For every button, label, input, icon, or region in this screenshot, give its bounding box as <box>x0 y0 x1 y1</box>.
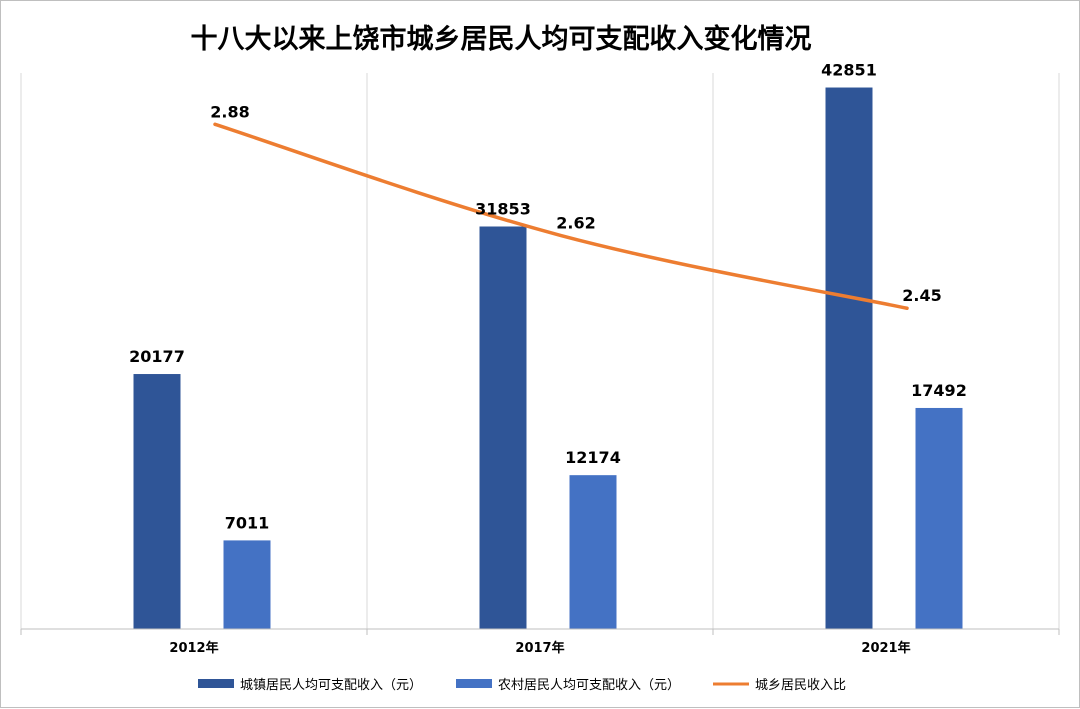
data-label-ratio: 2.45 <box>902 286 941 305</box>
data-label-bar-rural: 12174 <box>565 448 621 467</box>
legend-label: 农村居民人均可支配收入（元） <box>498 678 680 693</box>
legend: 城镇居民人均可支配收入（元） 农村居民人均可支配收入（元） 城乡居民收入比 <box>198 678 846 693</box>
bar-urban <box>479 226 527 630</box>
legend-item-rural: 农村居民人均可支配收入（元） <box>456 678 680 693</box>
legend-item-ratio: 城乡居民收入比 <box>713 678 846 693</box>
data-label-bar-urban: 42851 <box>821 61 877 80</box>
data-label-ratio: 2.88 <box>210 102 249 121</box>
legend-swatch <box>198 679 234 688</box>
legend-label: 城乡居民收入比 <box>755 678 846 693</box>
ratio-point <box>905 306 909 310</box>
data-label-bar-urban: 31853 <box>475 199 531 218</box>
legend-label: 城镇居民人均可支配收入（元） <box>240 678 422 693</box>
data-label-bar-urban: 20177 <box>129 347 185 366</box>
bars <box>133 87 963 630</box>
x-axis: 2012年 2017年 2021年 <box>20 628 1060 656</box>
x-tick-label: 2021年 <box>861 640 910 656</box>
chart-title: 十八大以来上饶市城乡居民人均可支配收入变化情况 <box>191 23 812 55</box>
ratio-point <box>213 122 217 126</box>
data-label-ratio: 2.62 <box>556 214 595 233</box>
data-labels: 20177 7011 31853 12174 42851 17492 2.88 2.62 2.4… <box>129 61 967 533</box>
x-tick-label: 2017年 <box>515 640 564 656</box>
ratio-point <box>559 234 563 238</box>
bar-rural <box>915 407 963 629</box>
bar-rural <box>569 475 617 629</box>
bar-rural <box>223 540 271 629</box>
data-label-bar-rural: 7011 <box>225 513 270 532</box>
ratio-line <box>213 122 909 310</box>
x-tick-label: 2012年 <box>169 640 218 656</box>
legend-item-urban: 城镇居民人均可支配收入（元） <box>198 678 422 693</box>
legend-swatch <box>456 679 492 688</box>
bar-urban <box>133 374 181 629</box>
data-label-bar-rural: 17492 <box>911 381 967 400</box>
gridlines <box>20 73 1060 629</box>
bar-urban <box>825 87 873 630</box>
